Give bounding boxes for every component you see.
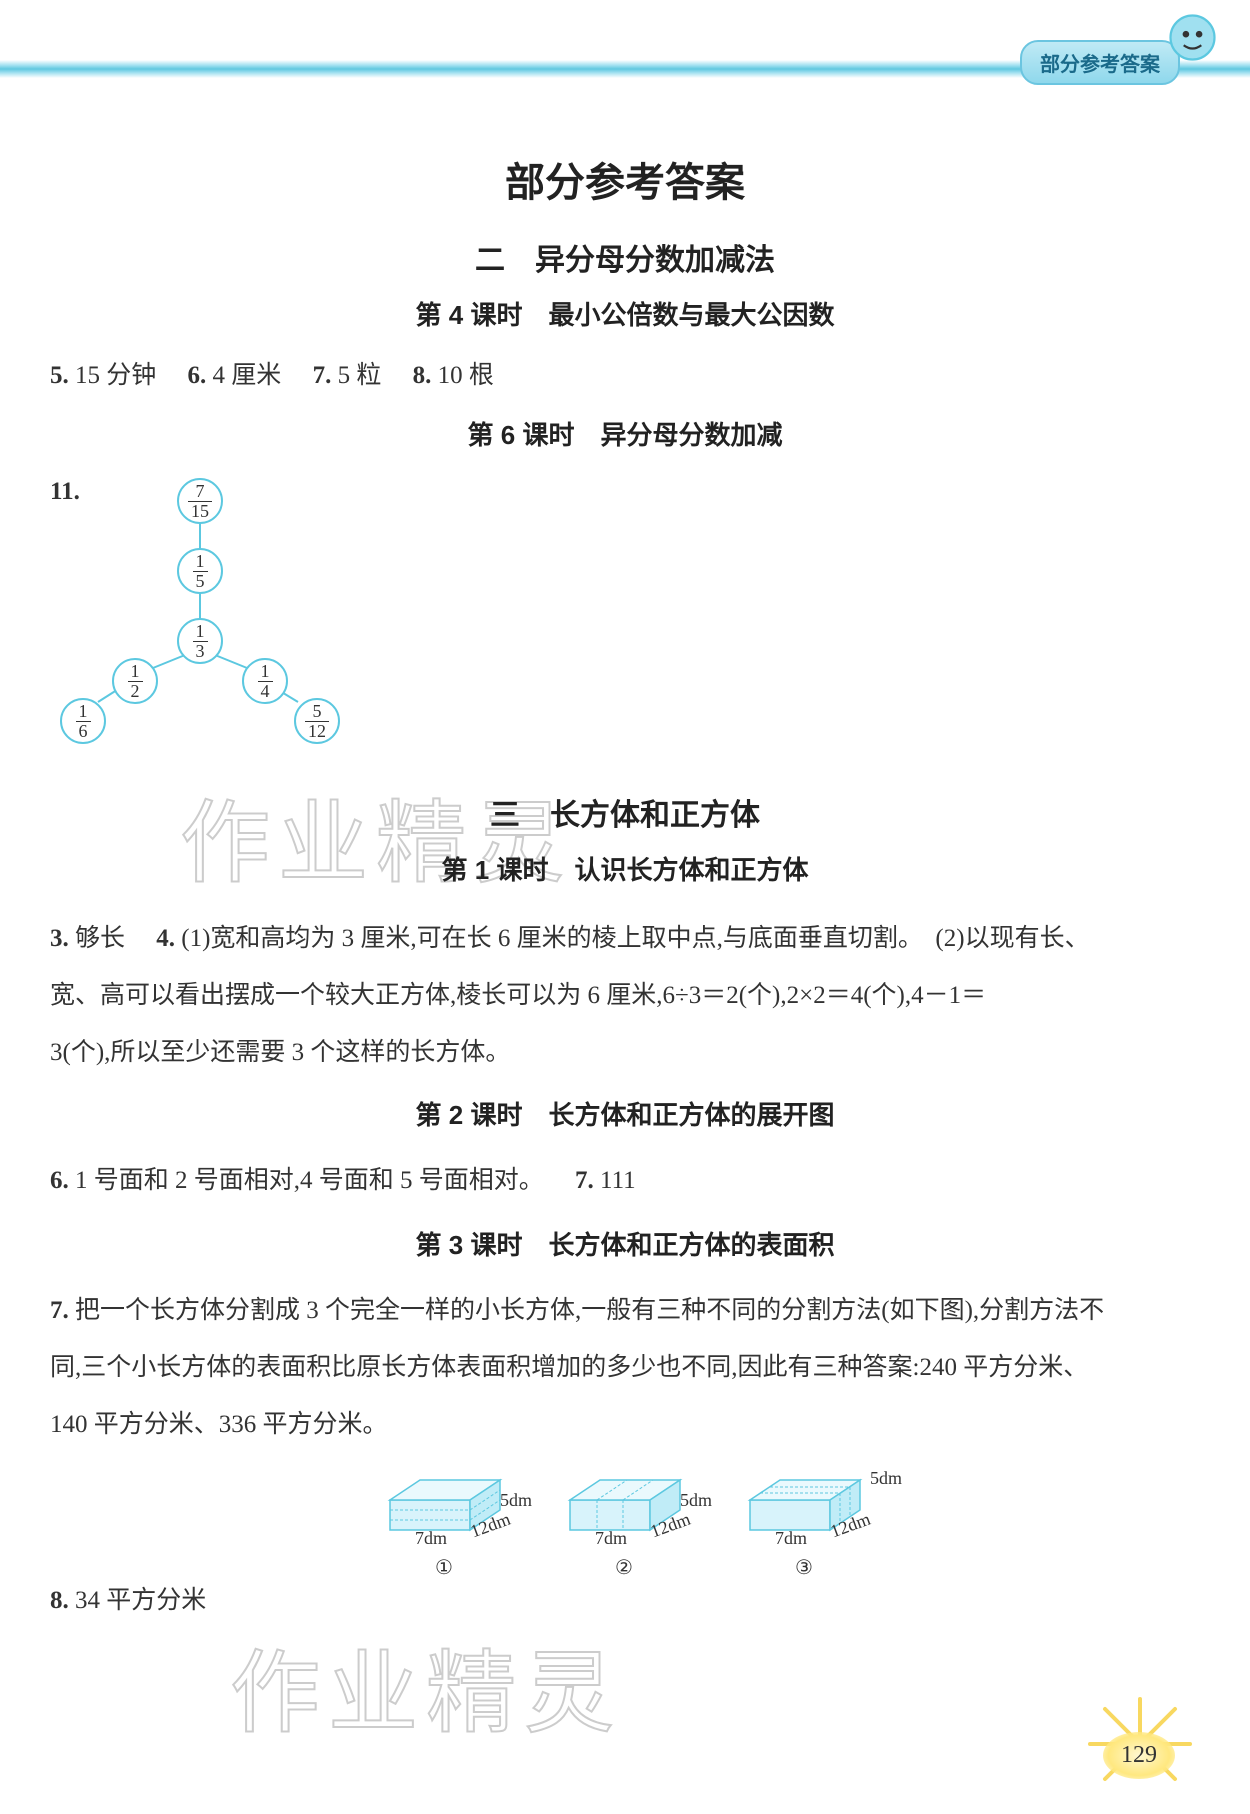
q8-val: 34 平方分米 xyxy=(75,1587,206,1614)
s3l3-line3: 140 平方分米、336 平方分米。 xyxy=(50,1404,1200,1440)
q3-num: 3. xyxy=(50,925,69,952)
q6-num: 6. xyxy=(188,362,207,389)
cuboid-circ-3: ③ xyxy=(795,1555,813,1580)
tree-node-2: 15 xyxy=(177,548,223,594)
frac-num: 1 xyxy=(258,662,273,682)
tree-node-5: 14 xyxy=(242,658,288,704)
cuboid-circ-2: ② xyxy=(615,1555,633,1580)
frac-num: 1 xyxy=(128,662,143,682)
q6b-val: 1 号面和 2 号面相对,4 号面和 5 号面相对。 xyxy=(75,1167,544,1194)
cuboid-label-h3: 5dm xyxy=(870,1468,902,1489)
lesson-3-3-title: 第 3 课时 长方体和正方体的表面积 xyxy=(0,1225,1250,1262)
frac-den: 12 xyxy=(305,722,329,741)
lesson-4-title: 第 4 课时 最小公倍数与最大公因数 xyxy=(0,295,1250,332)
tree-node-6: 16 xyxy=(60,698,106,744)
frac-num: 7 xyxy=(188,482,212,502)
q4-num: 4. xyxy=(156,925,175,952)
frac-num: 5 xyxy=(305,702,329,722)
q6-val: 4 厘米 xyxy=(213,362,282,389)
s3l2-line1: 6. 1 号面和 2 号面相对,4 号面和 5 号面相对。 7. 111 xyxy=(50,1160,1200,1196)
s3l1-line2: 宽、高可以看出摆成一个较大正方体,棱长可以为 6 厘米,6÷3＝2(个),2×2… xyxy=(50,975,1200,1011)
q7c-val: 把一个长方体分割成 3 个完全一样的小长方体,一般有三种不同的分割方法(如下图)… xyxy=(75,1297,1104,1324)
q8-num: 8. xyxy=(413,362,432,389)
s3l3-line1: 7. 把一个长方体分割成 3 个完全一样的小长方体,一般有三种不同的分割方法(如… xyxy=(50,1290,1200,1326)
cuboid-circ-1: ① xyxy=(435,1555,453,1580)
cuboid-label-w3: 7dm xyxy=(775,1528,807,1549)
header-tab-label: 部分参考答案 xyxy=(1020,40,1180,85)
frac-den: 4 xyxy=(258,682,273,701)
q8-num: 8. xyxy=(50,1587,69,1614)
q6b-num: 6. xyxy=(50,1167,69,1194)
s3l1-line3: 3(个),所以至少还需要 3 个这样的长方体。 xyxy=(50,1032,1200,1068)
cuboid-label-w1: 7dm xyxy=(415,1528,447,1549)
lesson-3-1-title: 第 1 课时 认识长方体和正方体 xyxy=(0,850,1250,887)
q4-val: (1)宽和高均为 3 厘米,可在长 6 厘米的棱上取中点,与底面垂直切割。 (2… xyxy=(181,925,1089,952)
frac-num: 1 xyxy=(76,702,91,722)
frac-num: 1 xyxy=(193,552,208,572)
lesson-6-title: 第 6 课时 异分母分数加减 xyxy=(0,415,1250,452)
q3-val: 够长 xyxy=(75,925,125,952)
frac-num: 1 xyxy=(193,622,208,642)
s3l3-line4: 8. 34 平方分米 xyxy=(50,1580,1200,1616)
frac-den: 3 xyxy=(193,642,208,661)
s3l3-line2: 同,三个小长方体的表面积比原长方体表面积增加的多少也不同,因此有三种答案:240… xyxy=(50,1347,1200,1383)
q7-num: 7. xyxy=(313,362,332,389)
tree-node-3: 13 xyxy=(177,618,223,664)
frac-den: 15 xyxy=(188,502,212,521)
q5-num: 5. xyxy=(50,362,69,389)
lesson-4-answers: 5. 15 分钟 6. 4 厘米 7. 5 粒 8. 10 根 xyxy=(50,355,1200,391)
q8-val: 10 根 xyxy=(438,362,494,389)
page-number: 129 xyxy=(1103,1732,1175,1779)
tree-node-1: 715 xyxy=(177,478,223,524)
q7b-val: 111 xyxy=(600,1167,636,1194)
section-2-heading: 二 异分母分数加减法 xyxy=(0,235,1250,279)
frac-den: 6 xyxy=(76,722,91,741)
s3l1-line1: 3. 够长 4. (1)宽和高均为 3 厘米,可在长 6 厘米的棱上取中点,与底… xyxy=(50,918,1200,954)
q7b-num: 7. xyxy=(575,1167,594,1194)
tree-node-7: 512 xyxy=(294,698,340,744)
lesson-3-2-title: 第 2 课时 长方体和正方体的展开图 xyxy=(0,1095,1250,1132)
q7-val: 5 粒 xyxy=(338,362,382,389)
frac-den: 2 xyxy=(128,682,143,701)
watermark-2: 作业精灵 xyxy=(230,1620,622,1750)
q5-val: 15 分钟 xyxy=(75,362,156,389)
mascot-icon xyxy=(1165,10,1220,65)
section-3-heading: 三 长方体和正方体 xyxy=(0,790,1250,834)
frac-den: 5 xyxy=(193,572,208,591)
cuboid-label-w2: 7dm xyxy=(595,1528,627,1549)
q7c-num: 7. xyxy=(50,1297,69,1324)
tree-node-4: 12 xyxy=(112,658,158,704)
page-title: 部分参考答案 xyxy=(0,150,1250,208)
